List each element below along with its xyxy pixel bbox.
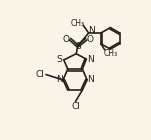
Text: S: S — [75, 42, 81, 51]
Text: O: O — [87, 35, 94, 44]
Text: N: N — [87, 55, 94, 64]
Text: N: N — [56, 75, 63, 84]
Text: CH₃: CH₃ — [103, 49, 117, 58]
Text: S: S — [56, 55, 62, 64]
Text: CH₃: CH₃ — [71, 19, 85, 28]
Text: Cl: Cl — [35, 70, 44, 79]
Text: O: O — [63, 35, 70, 44]
Text: N: N — [88, 75, 94, 84]
Text: Cl: Cl — [71, 102, 80, 111]
Text: N: N — [88, 26, 95, 35]
